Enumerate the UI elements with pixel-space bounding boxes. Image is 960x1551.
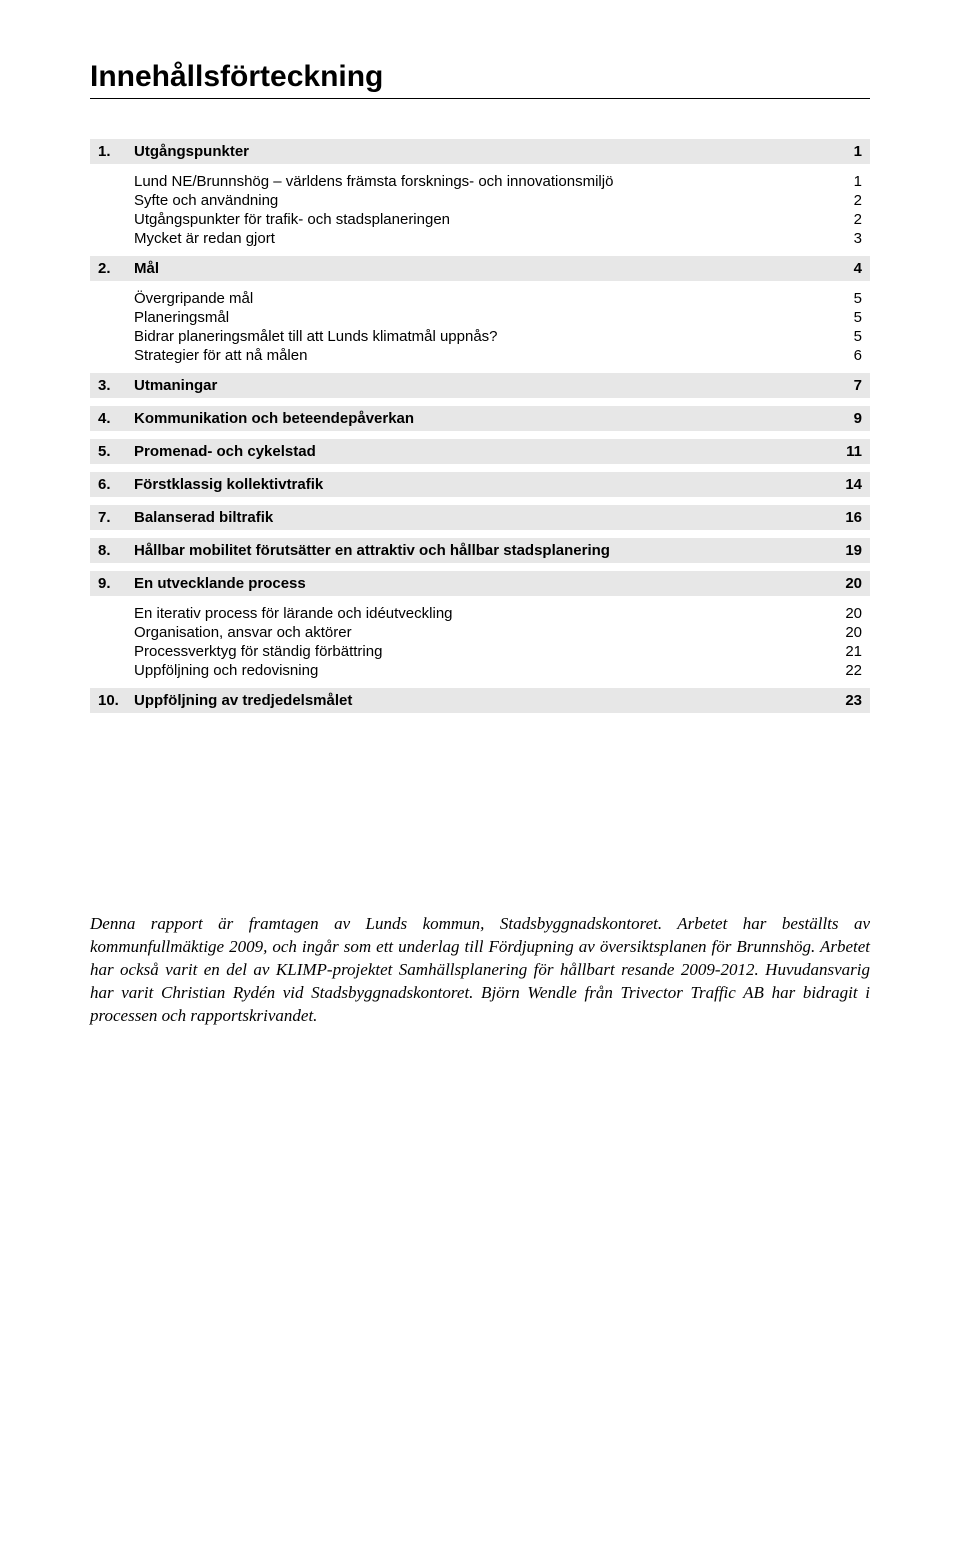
- toc-section-label: Balanserad biltrafik: [134, 509, 822, 526]
- toc-sub-row: Övergripande mål5: [134, 289, 870, 308]
- toc-sub-label: Utgångspunkter för trafik- och stadsplan…: [134, 211, 822, 228]
- toc-sub-label: Bidrar planeringsmålet till att Lunds kl…: [134, 328, 822, 345]
- toc-section-number: 3.: [98, 377, 134, 394]
- toc-section-number: 9.: [98, 575, 134, 592]
- toc-sub-label: En iterativ process för lärande och idéu…: [134, 605, 822, 622]
- toc-sub-row: Bidrar planeringsmålet till att Lunds kl…: [134, 327, 870, 346]
- toc-section-number: 4.: [98, 410, 134, 427]
- toc-section: 1.Utgångspunkter1: [90, 139, 870, 164]
- toc-section-number: 10.: [98, 692, 134, 709]
- toc-section-number: 2.: [98, 260, 134, 277]
- toc-section-page: 7: [822, 377, 862, 394]
- toc-sub-block: Övergripande mål5Planeringsmål5Bidrar pl…: [134, 289, 870, 365]
- toc-section-label: Utgångspunkter: [134, 143, 822, 160]
- toc-sub-label: Organisation, ansvar och aktörer: [134, 624, 822, 641]
- toc-section-page: 4: [822, 260, 862, 277]
- toc-sub-page: 2: [822, 211, 862, 228]
- footnote: Denna rapport är framtagen av Lunds komm…: [90, 913, 870, 1028]
- toc-sub-label: Uppföljning och redovisning: [134, 662, 822, 679]
- toc-section-page: 1: [822, 143, 862, 160]
- toc-sub-label: Övergripande mål: [134, 290, 822, 307]
- toc-sub-label: Lund NE/Brunnshög – världens främsta for…: [134, 173, 822, 190]
- toc-sub-label: Planeringsmål: [134, 309, 822, 326]
- toc-section: 2.Mål4: [90, 256, 870, 281]
- toc-sub-page: 3: [822, 230, 862, 247]
- toc-section-page: 11: [822, 443, 862, 460]
- toc-sub-row: Lund NE/Brunnshög – världens främsta for…: [134, 172, 870, 191]
- title-rule: [90, 98, 870, 99]
- toc-section-page: 20: [822, 575, 862, 592]
- toc-sub-page: 21: [822, 643, 862, 660]
- toc-section-label: Promenad- och cykelstad: [134, 443, 822, 460]
- toc-sub-row: Processverktyg för ständig förbättring21: [134, 642, 870, 661]
- toc-sub-row: Strategier för att nå målen6: [134, 346, 870, 365]
- toc-sub-page: 2: [822, 192, 862, 209]
- toc-sub-page: 1: [822, 173, 862, 190]
- toc-section-page: 19: [822, 542, 862, 559]
- toc-sub-row: Uppföljning och redovisning22: [134, 661, 870, 680]
- toc-sub-row: Utgångspunkter för trafik- och stadsplan…: [134, 210, 870, 229]
- toc-section: 5.Promenad- och cykelstad11: [90, 439, 870, 464]
- toc-section: 10.Uppföljning av tredjedelsmålet23: [90, 688, 870, 713]
- toc-sub-row: Planeringsmål5: [134, 308, 870, 327]
- toc-section-label: Hållbar mobilitet förutsätter en attrakt…: [134, 542, 822, 559]
- toc-sub-row: Organisation, ansvar och aktörer20: [134, 623, 870, 642]
- toc-section-label: Kommunikation och beteendepåverkan: [134, 410, 822, 427]
- toc-sub-label: Syfte och användning: [134, 192, 822, 209]
- toc-sub-row: Syfte och användning2: [134, 191, 870, 210]
- page: Innehållsförteckning 1.Utgångspunkter1Lu…: [0, 0, 960, 1551]
- toc-sub-block: En iterativ process för lärande och idéu…: [134, 604, 870, 680]
- toc-sub-page: 6: [822, 347, 862, 364]
- toc-section-number: 5.: [98, 443, 134, 460]
- toc-sub-page: 5: [822, 309, 862, 326]
- toc-section-number: 6.: [98, 476, 134, 493]
- toc-section: 9.En utvecklande process20: [90, 571, 870, 596]
- toc-section: 3.Utmaningar7: [90, 373, 870, 398]
- toc-sub-block: Lund NE/Brunnshög – världens främsta for…: [134, 172, 870, 248]
- toc-section-label: Uppföljning av tredjedelsmålet: [134, 692, 822, 709]
- toc-section-page: 23: [822, 692, 862, 709]
- toc-section-page: 14: [822, 476, 862, 493]
- toc-sub-page: 5: [822, 328, 862, 345]
- toc-sub-page: 20: [822, 605, 862, 622]
- toc-sub-label: Mycket är redan gjort: [134, 230, 822, 247]
- toc-sub-row: Mycket är redan gjort3: [134, 229, 870, 248]
- toc-section-label: Mål: [134, 260, 822, 277]
- toc-section-number: 1.: [98, 143, 134, 160]
- toc-sub-page: 5: [822, 290, 862, 307]
- toc-section: 8.Hållbar mobilitet förutsätter en attra…: [90, 538, 870, 563]
- toc-sub-label: Processverktyg för ständig förbättring: [134, 643, 822, 660]
- toc-section-label: En utvecklande process: [134, 575, 822, 592]
- toc-sub-page: 22: [822, 662, 862, 679]
- toc-section-page: 9: [822, 410, 862, 427]
- toc-section-number: 8.: [98, 542, 134, 559]
- toc-section-page: 16: [822, 509, 862, 526]
- toc-sub-row: En iterativ process för lärande och idéu…: [134, 604, 870, 623]
- toc-sub-page: 20: [822, 624, 862, 641]
- toc: 1.Utgångspunkter1Lund NE/Brunnshög – vär…: [90, 139, 870, 713]
- toc-section-label: Förstklassig kollektivtrafik: [134, 476, 822, 493]
- toc-sub-label: Strategier för att nå målen: [134, 347, 822, 364]
- toc-section-number: 7.: [98, 509, 134, 526]
- toc-section: 4.Kommunikation och beteendepåverkan9: [90, 406, 870, 431]
- page-title: Innehållsförteckning: [90, 60, 870, 94]
- toc-section-label: Utmaningar: [134, 377, 822, 394]
- toc-section: 7.Balanserad biltrafik16: [90, 505, 870, 530]
- toc-section: 6.Förstklassig kollektivtrafik14: [90, 472, 870, 497]
